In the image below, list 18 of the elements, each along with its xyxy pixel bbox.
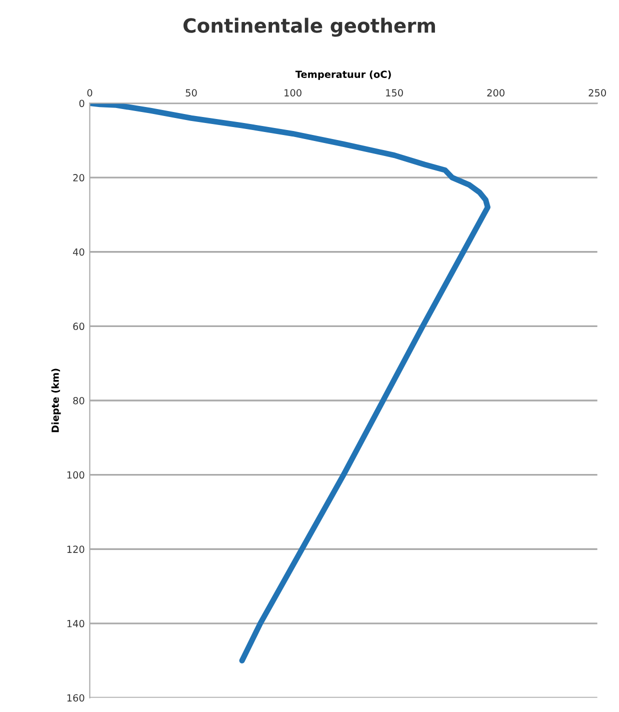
y-tick-label: 40 — [73, 248, 84, 256]
x-tick-label: 0 — [87, 89, 92, 96]
y-tick-label: 160 — [67, 694, 84, 702]
y-tick-label: 140 — [67, 620, 84, 628]
y-tick-label: 60 — [73, 322, 84, 330]
y-tick-label: 80 — [73, 396, 84, 404]
chart-title: Continentale geotherm — [183, 18, 435, 37]
x-tick-label: 150 — [386, 89, 403, 96]
y-axis-title: Diepte (km) — [51, 368, 61, 432]
x-tick-label: 50 — [186, 89, 197, 96]
x-tick-label: 200 — [487, 89, 504, 96]
x-tick-label: 100 — [284, 89, 302, 96]
y-tick-label: 120 — [67, 546, 84, 553]
y-tick-label: 0 — [79, 100, 84, 108]
y-tick-label: 20 — [73, 174, 84, 182]
y-tick-label: 100 — [67, 471, 84, 479]
x-axis-title: Temperatuur (oC) — [295, 70, 391, 80]
x-tick-label: 250 — [588, 89, 606, 96]
